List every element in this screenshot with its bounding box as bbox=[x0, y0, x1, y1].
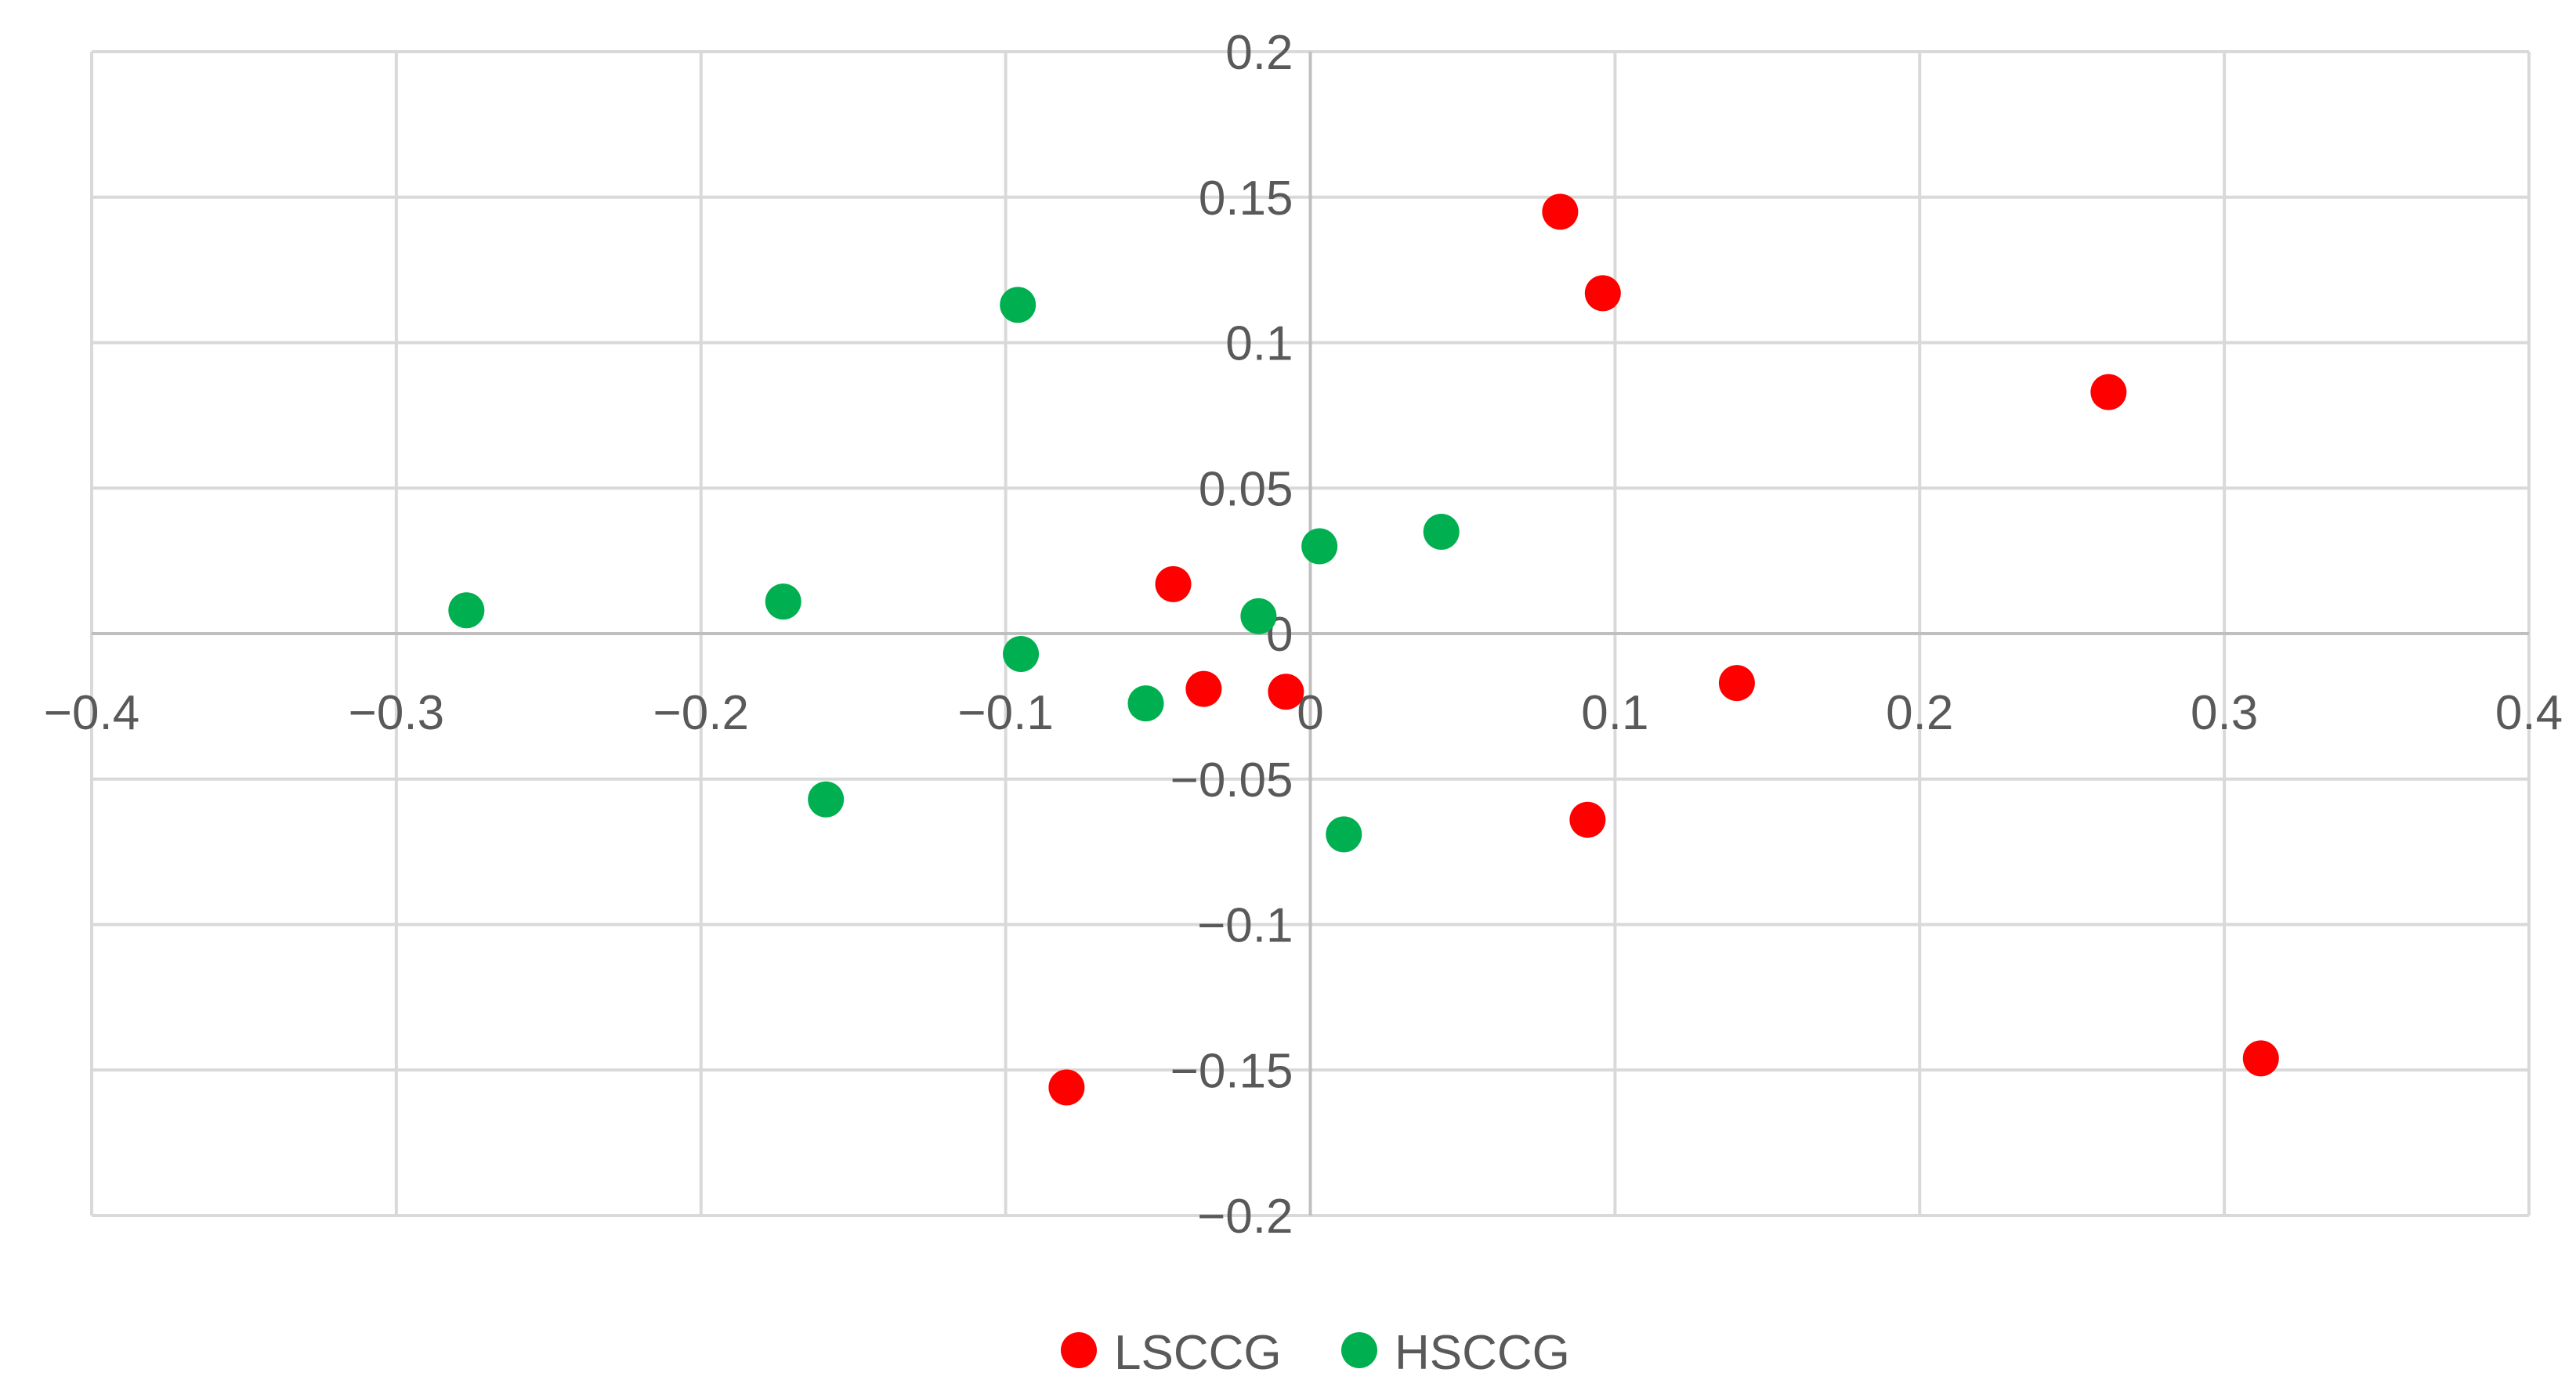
y-tick-label: −0.1 bbox=[1197, 899, 1293, 953]
point-lsccg bbox=[1268, 674, 1304, 710]
point-lsccg bbox=[2090, 374, 2127, 410]
point-lsccg bbox=[1185, 670, 1222, 707]
axes bbox=[92, 52, 2529, 1215]
point-hsccg bbox=[1326, 816, 1362, 853]
point-lsccg bbox=[1155, 565, 1192, 602]
point-hsccg bbox=[1003, 636, 1040, 673]
x-tick-label: −0.2 bbox=[653, 686, 749, 740]
x-tick-label: −0.3 bbox=[349, 686, 444, 740]
y-tick-label: −0.2 bbox=[1197, 1190, 1293, 1244]
data-points bbox=[448, 193, 2279, 1106]
point-lsccg bbox=[1718, 665, 1755, 702]
legend-marker-lsccg bbox=[1061, 1332, 1097, 1368]
point-lsccg bbox=[2242, 1040, 2279, 1077]
point-hsccg bbox=[808, 781, 845, 818]
point-hsccg bbox=[1000, 287, 1037, 323]
point-hsccg bbox=[1240, 598, 1277, 634]
x-tick-label: 0.3 bbox=[2191, 686, 2258, 740]
point-lsccg bbox=[1569, 801, 1606, 838]
y-tick-label: 0.1 bbox=[1225, 317, 1293, 371]
x-tick-label: 0.1 bbox=[1581, 686, 1648, 740]
y-tick-label: 0.05 bbox=[1199, 462, 1293, 516]
legend: LSCCG HSCCG bbox=[1061, 1326, 1570, 1380]
y-tick-label: 0.2 bbox=[1225, 26, 1293, 80]
legend-marker-hsccg bbox=[1341, 1332, 1377, 1368]
x-tick-label: 0.2 bbox=[1886, 686, 1953, 740]
point-hsccg bbox=[765, 583, 801, 620]
y-tick-label: 0.15 bbox=[1199, 172, 1293, 226]
point-lsccg bbox=[1584, 275, 1621, 312]
point-hsccg bbox=[1423, 513, 1460, 550]
y-tick-label: −0.15 bbox=[1170, 1044, 1293, 1098]
point-lsccg bbox=[1048, 1069, 1085, 1106]
legend-label-lsccg: LSCCG bbox=[1114, 1326, 1282, 1380]
point-lsccg bbox=[1542, 193, 1579, 230]
point-hsccg bbox=[448, 592, 485, 629]
x-tick-label: 0.4 bbox=[2495, 686, 2563, 740]
point-hsccg bbox=[1301, 528, 1338, 565]
legend-label-hsccg: HSCCG bbox=[1395, 1326, 1570, 1380]
y-tick-label: −0.05 bbox=[1170, 753, 1293, 807]
x-tick-label: −0.1 bbox=[957, 686, 1053, 740]
x-tick-label: −0.4 bbox=[44, 686, 139, 740]
point-hsccg bbox=[1127, 685, 1164, 722]
